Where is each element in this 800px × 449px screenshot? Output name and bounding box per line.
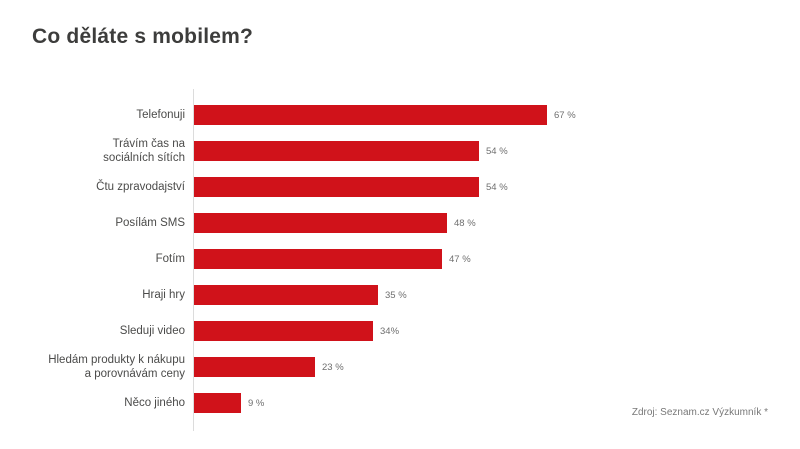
y-axis-line <box>193 89 194 431</box>
bar-area: 54 % <box>194 141 800 161</box>
bar-area: 54 % <box>194 177 800 197</box>
bar <box>194 249 442 269</box>
category-label: Něco jiného <box>124 397 185 409</box>
bar-row: Sleduji video 34% <box>0 313 800 349</box>
bar <box>194 141 479 161</box>
bar-row: Něco jiného 9 % <box>0 385 800 421</box>
value-label: 47 % <box>449 253 471 265</box>
bar <box>194 105 547 125</box>
bar-area: 34% <box>194 321 800 341</box>
bar-area: 48 % <box>194 213 800 233</box>
source-note: Zdroj: Seznam.cz Výzkumník * <box>631 407 768 418</box>
bar-row: Hraji hry 35 % <box>0 277 800 313</box>
bar <box>194 393 241 413</box>
bar-area: 67 % <box>194 105 800 125</box>
bar-row: Posílám SMS 48 % <box>0 205 800 241</box>
bar <box>194 177 479 197</box>
value-label: 23 % <box>322 361 344 373</box>
bar <box>194 357 315 377</box>
category-label: Telefonuji <box>136 109 185 121</box>
bar-area: 35 % <box>194 285 800 305</box>
bar-row: Trávím čas na sociálních sítích 54 % <box>0 133 800 169</box>
bar-row: Telefonuji 67 % <box>0 97 800 133</box>
category-label: Hraji hry <box>142 289 185 301</box>
category-label: Fotím <box>155 253 185 265</box>
bar-area: 47 % <box>194 249 800 269</box>
category-label: Sleduji video <box>119 325 185 337</box>
category-label: Trávím čas na sociálních sítích <box>103 138 185 164</box>
category-label: Čtu zpravodajství <box>96 181 185 193</box>
value-label: 9 % <box>248 397 265 409</box>
value-label: 34% <box>380 325 400 337</box>
bar-area: 9 % <box>194 393 800 413</box>
chart-title: Co děláte s mobilem? <box>32 25 254 48</box>
bar-area: 23 % <box>194 357 800 377</box>
value-label: 67 % <box>554 109 576 121</box>
value-label: 48 % <box>454 217 476 229</box>
category-label: Hledám produkty k nákupu a porovnávám cen… <box>48 354 185 380</box>
category-label: Posílám SMS <box>115 217 185 229</box>
value-label: 54 % <box>486 145 508 157</box>
bar <box>194 321 373 341</box>
bar-row: Fotím 47 % <box>0 241 800 277</box>
value-label: 54 % <box>486 181 508 193</box>
bar-chart: Telefonuji 67 % Trávím čas na sociálních sí… <box>0 97 800 421</box>
bar <box>194 213 447 233</box>
bar-row: Hledám produkty k nákupu a porovnávám cen… <box>0 349 800 385</box>
bar <box>194 285 378 305</box>
value-label: 35 % <box>385 289 407 301</box>
bar-row: Čtu zpravodajství 54 % <box>0 169 800 205</box>
